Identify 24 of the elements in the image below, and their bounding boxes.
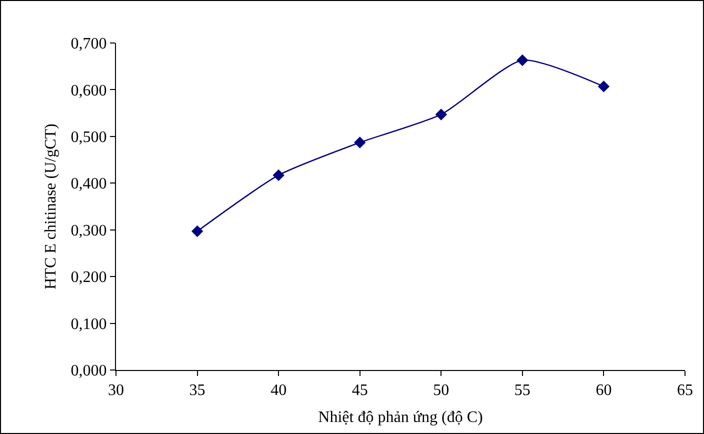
y-tick-label: 0,100 — [70, 316, 107, 333]
y-tick-label: 0,400 — [70, 176, 107, 193]
y-tick-label: 0,700 — [70, 36, 107, 53]
point — [435, 108, 447, 120]
y-axis-title: HTC E chitinase (U/gCT) — [42, 124, 60, 290]
point — [191, 225, 204, 238]
x-tick-label: 50 — [433, 382, 450, 400]
x-tick-label: 45 — [352, 382, 368, 400]
x-axis-title: Nhiệt độ phản ứng (độ C) — [318, 408, 483, 426]
y-tick-label: 0,300 — [70, 222, 107, 240]
x-tick-label: 40 — [270, 382, 287, 400]
x-tick-label: 55 — [514, 382, 530, 400]
y-tick-label: 0,000 — [70, 362, 107, 380]
y-tick-label: 0,200 — [70, 269, 107, 286]
x-tick-label: 60 — [596, 382, 612, 400]
point — [354, 136, 366, 148]
point — [598, 80, 610, 92]
y-tick-label: 0,500 — [70, 129, 107, 146]
x-tick-label: 30 — [108, 382, 124, 400]
y-tick-label: 0,600 — [70, 82, 107, 100]
point — [272, 169, 284, 182]
x-tick-label: 65 — [677, 382, 693, 400]
point — [516, 54, 528, 66]
x-tick-label: 35 — [189, 382, 206, 400]
